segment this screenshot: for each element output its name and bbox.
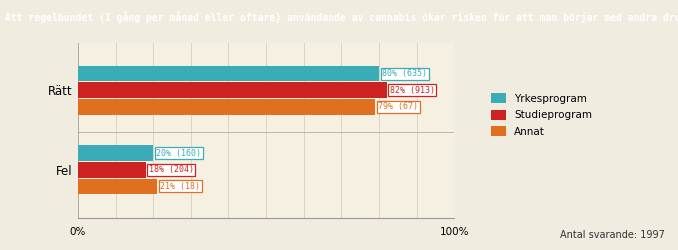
Text: Att regelbundet (1 gång per månad eller oftare) användande av cannabis ökar risk: Att regelbundet (1 gång per månad eller … (5, 10, 678, 22)
Text: 80% (635): 80% (635) (382, 69, 427, 78)
Text: Antal svarande: 1997: Antal svarande: 1997 (559, 230, 664, 240)
Bar (78, 82, 386, 98)
Bar (78, 178, 157, 194)
Text: 21% (18): 21% (18) (160, 182, 200, 191)
Text: 79% (67): 79% (67) (378, 102, 418, 112)
Text: 18% (204): 18% (204) (148, 165, 194, 174)
Bar (78, 145, 153, 161)
Bar (78, 99, 375, 115)
Bar (78, 66, 379, 82)
Legend: Yrkesprogram, Studieprogram, Annat: Yrkesprogram, Studieprogram, Annat (486, 88, 597, 142)
Bar (78, 162, 146, 178)
Text: 20% (160): 20% (160) (156, 148, 201, 158)
Text: 82% (913): 82% (913) (390, 86, 435, 95)
